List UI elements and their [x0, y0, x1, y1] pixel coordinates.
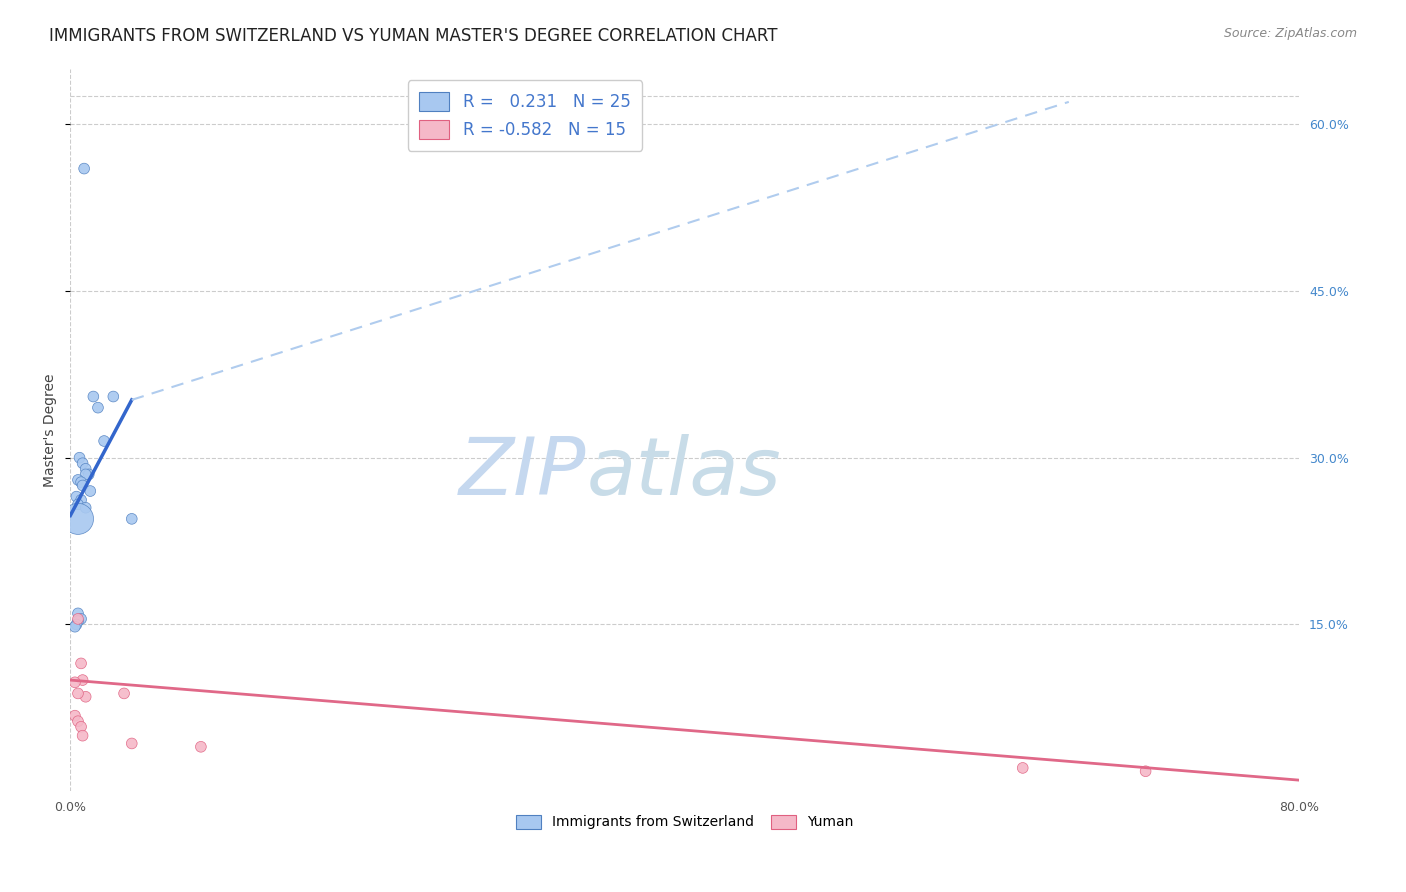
- Point: [112, 686, 135, 700]
- Point: [75, 690, 97, 704]
- Text: ZIP: ZIP: [460, 434, 586, 512]
- Point: [63, 620, 86, 634]
- Point: [66, 607, 89, 621]
- Text: atlas: atlas: [586, 434, 782, 512]
- Point: [1135, 764, 1157, 779]
- Point: [75, 500, 97, 515]
- Point: [72, 729, 94, 743]
- Point: [65, 490, 87, 504]
- Point: [77, 467, 100, 482]
- Point: [79, 484, 101, 499]
- Point: [121, 736, 143, 750]
- Point: [72, 456, 94, 470]
- Point: [66, 512, 89, 526]
- Point: [63, 708, 86, 723]
- Point: [75, 467, 97, 482]
- Point: [75, 462, 97, 476]
- Point: [1011, 761, 1033, 775]
- Point: [72, 478, 94, 492]
- Text: IMMIGRANTS FROM SWITZERLAND VS YUMAN MASTER'S DEGREE CORRELATION CHART: IMMIGRANTS FROM SWITZERLAND VS YUMAN MAS…: [49, 27, 778, 45]
- Point: [66, 612, 89, 626]
- Point: [103, 390, 125, 404]
- Text: Source: ZipAtlas.com: Source: ZipAtlas.com: [1223, 27, 1357, 40]
- Point: [63, 675, 86, 690]
- Point: [82, 390, 104, 404]
- Point: [87, 401, 110, 415]
- Point: [72, 673, 94, 687]
- Point: [70, 612, 93, 626]
- Point: [66, 686, 89, 700]
- Point: [121, 512, 143, 526]
- Point: [66, 714, 89, 729]
- Point: [69, 450, 91, 465]
- Point: [70, 657, 93, 671]
- Point: [73, 161, 96, 176]
- Point: [93, 434, 115, 448]
- Point: [65, 617, 87, 632]
- Point: [66, 473, 89, 487]
- Point: [66, 614, 89, 628]
- Point: [190, 739, 212, 754]
- Point: [70, 475, 93, 490]
- Point: [70, 720, 93, 734]
- Legend: Immigrants from Switzerland, Yuman: Immigrants from Switzerland, Yuman: [510, 809, 859, 835]
- Point: [70, 492, 93, 507]
- Y-axis label: Master's Degree: Master's Degree: [44, 373, 58, 487]
- Point: [66, 497, 89, 511]
